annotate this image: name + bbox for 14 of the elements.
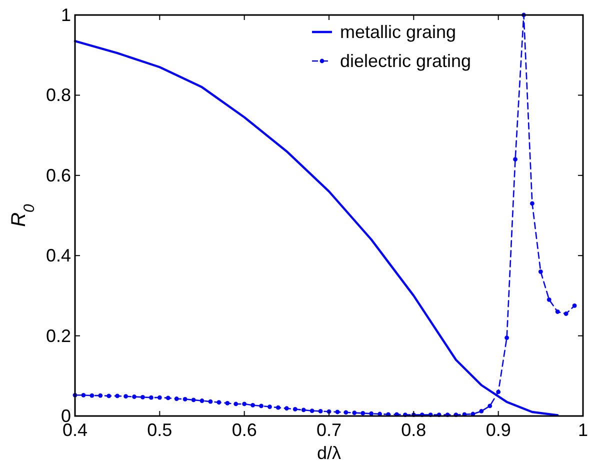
x-tick-label: 0.5 <box>147 420 172 440</box>
x-tick-label: 0.6 <box>232 420 257 440</box>
legend-label: metallic graing <box>340 22 456 42</box>
x-tick-label: 0.8 <box>401 420 426 440</box>
x-axis-title: d/λ <box>316 443 342 463</box>
x-tick-label: 0.9 <box>486 420 511 440</box>
legend-label: dielectric grating <box>340 51 472 71</box>
y-tick-label: 0.6 <box>46 165 71 186</box>
x-tick-label: 1 <box>578 420 588 440</box>
y-tick-label: 0.8 <box>46 85 71 106</box>
x-tick-label: 0.7 <box>316 420 342 440</box>
y-tick-label: 0.4 <box>46 246 71 266</box>
y-tick-label: 1 <box>60 5 71 25</box>
y-tick-label: 0.2 <box>46 326 71 346</box>
